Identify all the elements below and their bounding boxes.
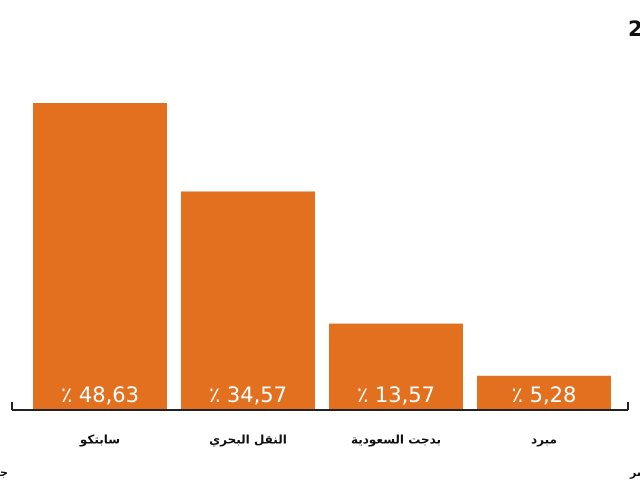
bar xyxy=(329,323,463,409)
value-label: ٪ 5,28 xyxy=(512,383,577,407)
x-tick-label: بدجت السعودية xyxy=(351,433,441,448)
value-label: ٪ 13,57 xyxy=(357,383,435,407)
bar xyxy=(477,375,611,409)
x-tick-label: مبرد xyxy=(531,433,557,447)
bar xyxy=(33,103,167,409)
credit: جرافيك البيان xyxy=(0,466,8,479)
bar xyxy=(181,191,315,409)
source: المصدر: مباشر xyxy=(629,466,640,479)
x-tick-label: النقل البحري xyxy=(209,433,287,447)
value-label: ٪ 34,57 xyxy=(209,383,287,407)
x-tick-label: سابتكو xyxy=(79,433,120,448)
value-label: ٪ 48,63 xyxy=(61,383,139,407)
chart-title: أداء أسهم قطاع النقل بالسوق السعودي منذ … xyxy=(628,14,640,42)
